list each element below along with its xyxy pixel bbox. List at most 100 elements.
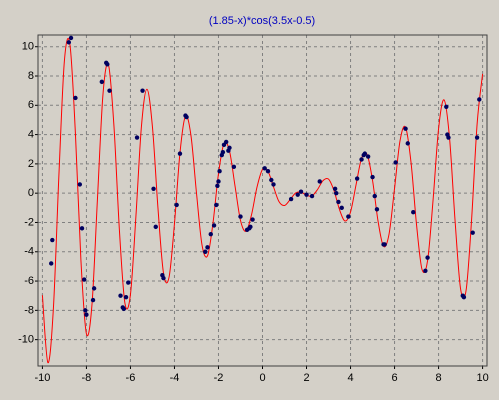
point: [49, 261, 54, 266]
y-tick-label: 2: [28, 158, 34, 170]
point: [265, 169, 271, 174]
x-tick-label: 2: [303, 372, 309, 384]
point: [250, 217, 255, 222]
x-tick-label: 0: [259, 372, 265, 384]
point: [231, 164, 237, 170]
point: [121, 306, 127, 312]
y-tick-label: 10: [22, 41, 34, 53]
point: [403, 126, 408, 131]
point: [269, 177, 274, 183]
point: [423, 268, 428, 274]
y-tick-label: -4: [24, 246, 34, 258]
y-tick-label: -2: [24, 216, 34, 228]
point: [105, 62, 110, 67]
x-tick-label: -6: [126, 372, 136, 384]
point: [405, 141, 410, 146]
point: [174, 202, 179, 208]
point: [317, 179, 322, 184]
x-tick-label: -4: [170, 372, 180, 384]
point: [362, 151, 368, 156]
x-tick-label: -10: [34, 372, 50, 384]
point: [216, 179, 221, 184]
point: [161, 275, 166, 281]
chart-title: (1.85-x)*cos(3.5x-0.5): [209, 15, 315, 27]
point: [84, 312, 89, 317]
x-tick-label: 6: [391, 372, 397, 384]
point: [214, 202, 219, 208]
point: [50, 237, 55, 243]
x-tick-label: 8: [436, 372, 442, 384]
point: [227, 145, 232, 150]
point: [91, 286, 97, 291]
y-tick-label: -10: [18, 334, 34, 346]
y-tick-label: 0: [28, 187, 34, 199]
point: [271, 182, 276, 187]
point: [220, 149, 226, 155]
point: [73, 95, 78, 101]
point: [217, 169, 222, 174]
point: [365, 154, 371, 159]
point: [411, 210, 416, 215]
point: [211, 223, 217, 228]
point: [107, 88, 112, 93]
point: [374, 207, 380, 212]
point: [336, 199, 341, 205]
point: [262, 166, 267, 171]
plot-frame: [37, 34, 488, 367]
point: [372, 193, 377, 199]
point: [238, 214, 243, 219]
point: [82, 277, 87, 282]
point: [223, 139, 229, 145]
point: [83, 308, 88, 313]
point: [134, 135, 140, 140]
point: [334, 190, 339, 196]
point: [208, 231, 213, 237]
point: [346, 214, 351, 219]
point: [382, 242, 387, 247]
point: [370, 174, 375, 180]
point: [359, 157, 364, 162]
point: [177, 151, 183, 156]
point: [425, 255, 430, 260]
point: [140, 88, 145, 93]
point: [184, 114, 189, 120]
point: [477, 97, 482, 102]
point: [309, 193, 315, 199]
point: [470, 230, 475, 235]
point: [215, 183, 220, 189]
y-tick-label: 8: [28, 70, 34, 82]
point: [295, 192, 300, 197]
point: [90, 297, 96, 303]
x-tick-label: -8: [82, 372, 92, 384]
point: [304, 192, 309, 197]
point: [446, 135, 451, 140]
point: [151, 186, 156, 191]
point: [123, 294, 129, 300]
point: [461, 294, 467, 300]
point: [444, 104, 449, 109]
point: [393, 160, 398, 165]
y-tick-label: 6: [28, 99, 34, 111]
point: [205, 245, 210, 250]
point: [298, 189, 304, 194]
point: [126, 280, 131, 285]
point: [203, 249, 208, 254]
point: [66, 40, 72, 45]
point: [474, 135, 480, 140]
y-tick-label: -6: [24, 275, 34, 287]
y-tick-label: 4: [28, 128, 34, 140]
point: [118, 293, 123, 298]
point: [332, 186, 338, 191]
point: [68, 35, 74, 41]
x-tick-label: 10: [476, 372, 488, 384]
point: [339, 205, 344, 211]
x-tick-label: -2: [214, 372, 224, 384]
point: [288, 196, 294, 202]
point: [77, 182, 83, 187]
point: [99, 79, 105, 85]
x-tick-label: 4: [347, 372, 353, 384]
y-tick-label: -8: [24, 304, 34, 316]
